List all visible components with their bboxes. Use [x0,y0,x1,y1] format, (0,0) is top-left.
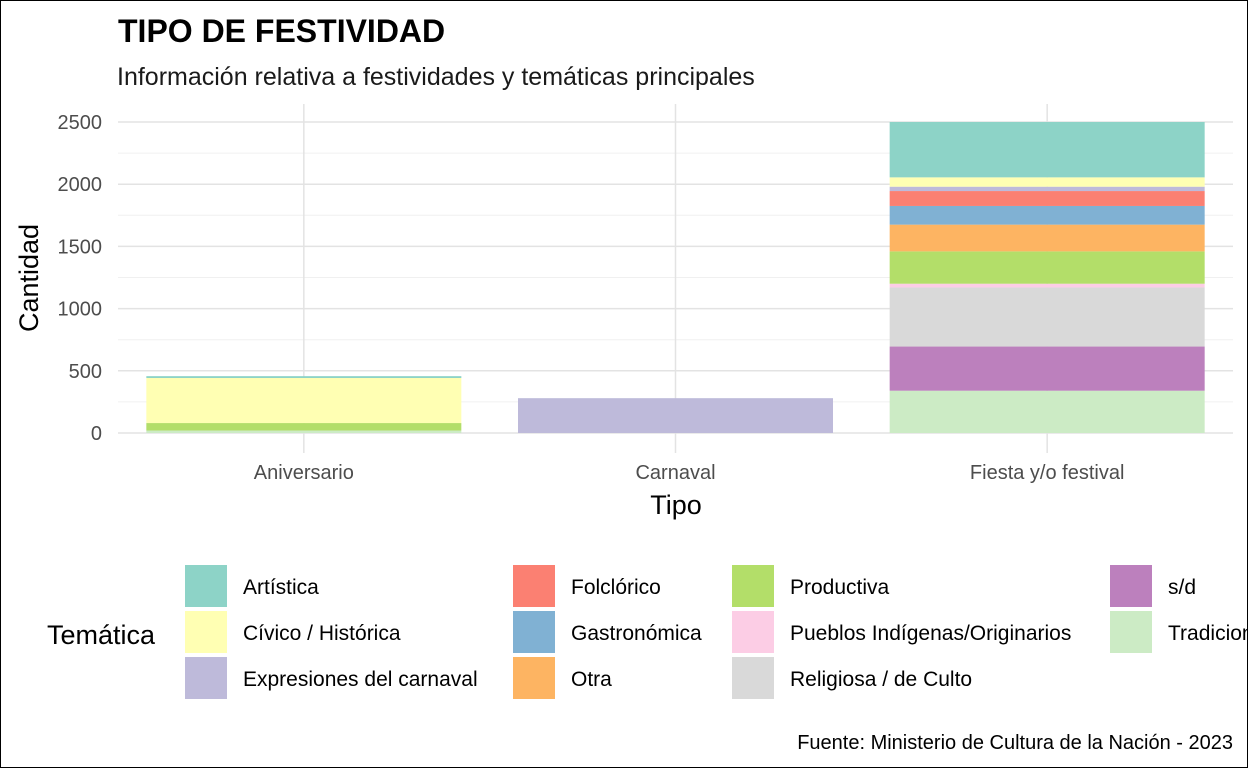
bar-segment [889,177,1205,187]
legend-swatch [513,657,555,699]
legend-label: Artística [243,576,319,599]
legend-swatch [732,565,774,607]
legend: Artística Cívico / Histórica Expresiones d… [185,565,1247,699]
bar-segment [889,191,1205,206]
bar-segment [889,224,1205,252]
bar-segment [889,390,1205,433]
legend-label: s/d [1168,576,1196,599]
y-tick-label: 2000 [58,174,103,196]
legend-swatch [1110,565,1152,607]
bar-segment [889,287,1205,347]
legend-swatch [513,565,555,607]
legend-swatch [732,657,774,699]
legend-label: Productiva [790,576,890,599]
legend-label: Expresiones del carnaval [243,668,478,691]
legend-swatch [185,611,227,653]
bar-segment [889,205,1205,225]
chart-subtitle: Información relativa a festividades y te… [117,63,755,91]
legend-label: Otra [571,668,612,691]
legend-swatch [1110,611,1152,653]
legend-swatch [185,657,227,699]
legend-label: Cívico / Histórica [243,622,401,645]
x-tick-label: Fiesta y/o festival [970,462,1125,484]
y-tick-label: 500 [69,361,102,383]
caption: Fuente: Ministerio de Cultura de la Naci… [797,732,1233,754]
bar-segment [146,378,462,424]
y-tick-label: 0 [91,423,102,445]
x-tick-label: Carnaval [635,462,715,484]
y-tick-label: 1000 [58,299,103,321]
legend-label: Pueblos Indígenas/Originarios [790,622,1071,645]
bar-segment [889,251,1205,284]
legend-swatch [513,611,555,653]
legend-swatch [185,565,227,607]
bars [146,122,1205,433]
chart-title: TIPO DE FESTIVIDAD [118,13,445,49]
legend-label: Religiosa / de Culto [790,668,972,691]
bar-segment [889,283,1205,288]
bar-segment [518,398,833,433]
x-axis-title: Tipo [650,490,702,520]
legend-label: Folclórico [571,576,661,599]
legend-swatch [732,611,774,653]
bar-segment [146,376,462,379]
bar-segment [146,430,462,433]
bar-segment [889,186,1205,192]
y-tick-labels: 0 500 1000 1500 2000 2500 [58,112,103,445]
bar-segment [146,423,462,431]
y-tick-label: 1500 [58,236,103,258]
legend-label: Tradicional [1168,622,1247,645]
legend-title: Temática [47,620,156,650]
y-axis-title: Cantidad [14,224,44,332]
legend-label: Gastronómica [571,622,702,645]
bar-segment [889,346,1205,391]
x-tick-label: Aniversario [254,462,354,484]
x-tick-labels: Aniversario Carnaval Fiesta y/o festival [254,462,1125,484]
y-tick-label: 2500 [58,112,103,134]
bar-segment [889,122,1205,178]
